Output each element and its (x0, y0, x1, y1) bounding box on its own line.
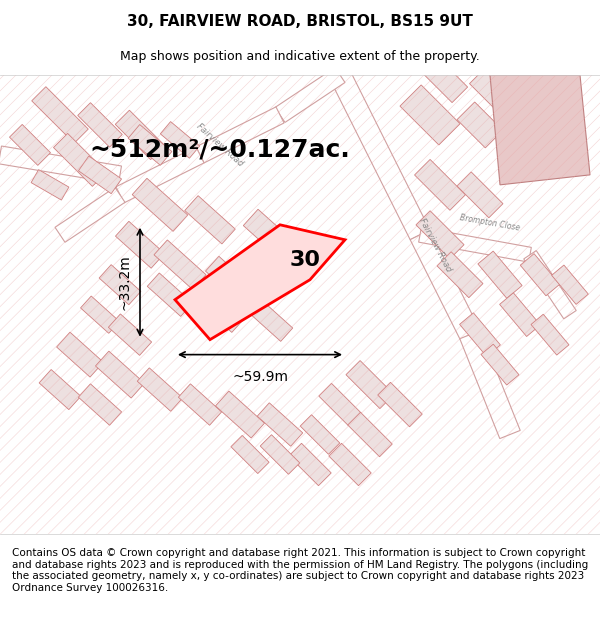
FancyBboxPatch shape (419, 228, 532, 262)
Polygon shape (400, 85, 460, 145)
Polygon shape (231, 436, 269, 474)
Polygon shape (79, 384, 122, 425)
Polygon shape (469, 69, 511, 111)
FancyBboxPatch shape (460, 331, 520, 439)
Polygon shape (300, 415, 340, 454)
Polygon shape (205, 256, 254, 303)
Text: ~59.9m: ~59.9m (232, 369, 288, 384)
Text: Fairview Road: Fairview Road (195, 122, 245, 168)
FancyBboxPatch shape (275, 68, 345, 122)
Polygon shape (416, 211, 464, 259)
Text: Brompton Close: Brompton Close (459, 213, 521, 232)
FancyBboxPatch shape (116, 147, 204, 203)
FancyBboxPatch shape (524, 251, 576, 319)
Polygon shape (56, 332, 103, 377)
Polygon shape (520, 254, 560, 296)
Polygon shape (32, 87, 88, 143)
Polygon shape (115, 221, 164, 268)
Polygon shape (215, 391, 265, 438)
Polygon shape (196, 287, 244, 332)
Polygon shape (109, 314, 152, 356)
FancyBboxPatch shape (410, 230, 480, 339)
Polygon shape (115, 110, 165, 159)
Polygon shape (132, 178, 188, 231)
Text: ~512m²/~0.127ac.: ~512m²/~0.127ac. (89, 138, 350, 162)
Polygon shape (500, 293, 541, 336)
Polygon shape (99, 264, 141, 305)
FancyBboxPatch shape (55, 188, 125, 242)
Text: Fairview Road: Fairview Road (417, 216, 453, 273)
Polygon shape (10, 124, 50, 166)
Polygon shape (481, 344, 519, 385)
Polygon shape (160, 122, 200, 158)
Polygon shape (128, 124, 172, 165)
Polygon shape (378, 382, 422, 427)
Polygon shape (457, 102, 503, 148)
Text: Map shows position and indicative extent of the property.: Map shows position and indicative extent… (120, 50, 480, 62)
Polygon shape (551, 265, 589, 304)
Polygon shape (460, 312, 500, 356)
FancyBboxPatch shape (0, 146, 121, 184)
FancyBboxPatch shape (196, 107, 284, 163)
Polygon shape (178, 384, 221, 425)
Polygon shape (346, 361, 394, 409)
Polygon shape (541, 126, 580, 164)
Polygon shape (53, 133, 107, 186)
Polygon shape (415, 159, 466, 210)
Polygon shape (80, 296, 119, 333)
Polygon shape (95, 351, 145, 398)
Polygon shape (531, 314, 569, 355)
Polygon shape (319, 383, 361, 426)
Polygon shape (348, 412, 392, 457)
Polygon shape (79, 156, 122, 194)
Polygon shape (185, 196, 235, 244)
Polygon shape (244, 209, 296, 261)
Polygon shape (175, 225, 345, 339)
Text: 30, FAIRVIEW ROAD, BRISTOL, BS15 9UT: 30, FAIRVIEW ROAD, BRISTOL, BS15 9UT (127, 14, 473, 29)
Polygon shape (457, 172, 503, 217)
Polygon shape (289, 443, 331, 486)
Polygon shape (478, 251, 522, 298)
Polygon shape (154, 240, 206, 289)
Polygon shape (422, 58, 467, 102)
Polygon shape (437, 252, 483, 298)
Polygon shape (490, 75, 590, 185)
Text: Contains OS data © Crown copyright and database right 2021. This information is : Contains OS data © Crown copyright and d… (12, 548, 588, 592)
Polygon shape (137, 368, 183, 411)
Polygon shape (78, 102, 122, 147)
Polygon shape (257, 402, 303, 446)
Polygon shape (502, 107, 557, 162)
Polygon shape (31, 169, 69, 200)
Polygon shape (147, 273, 193, 316)
Polygon shape (517, 71, 563, 119)
Polygon shape (260, 435, 300, 474)
Text: ~33.2m: ~33.2m (118, 254, 132, 310)
Polygon shape (329, 443, 371, 486)
Polygon shape (247, 298, 293, 341)
Polygon shape (39, 369, 81, 409)
FancyBboxPatch shape (330, 70, 430, 240)
Text: 30: 30 (290, 250, 320, 270)
